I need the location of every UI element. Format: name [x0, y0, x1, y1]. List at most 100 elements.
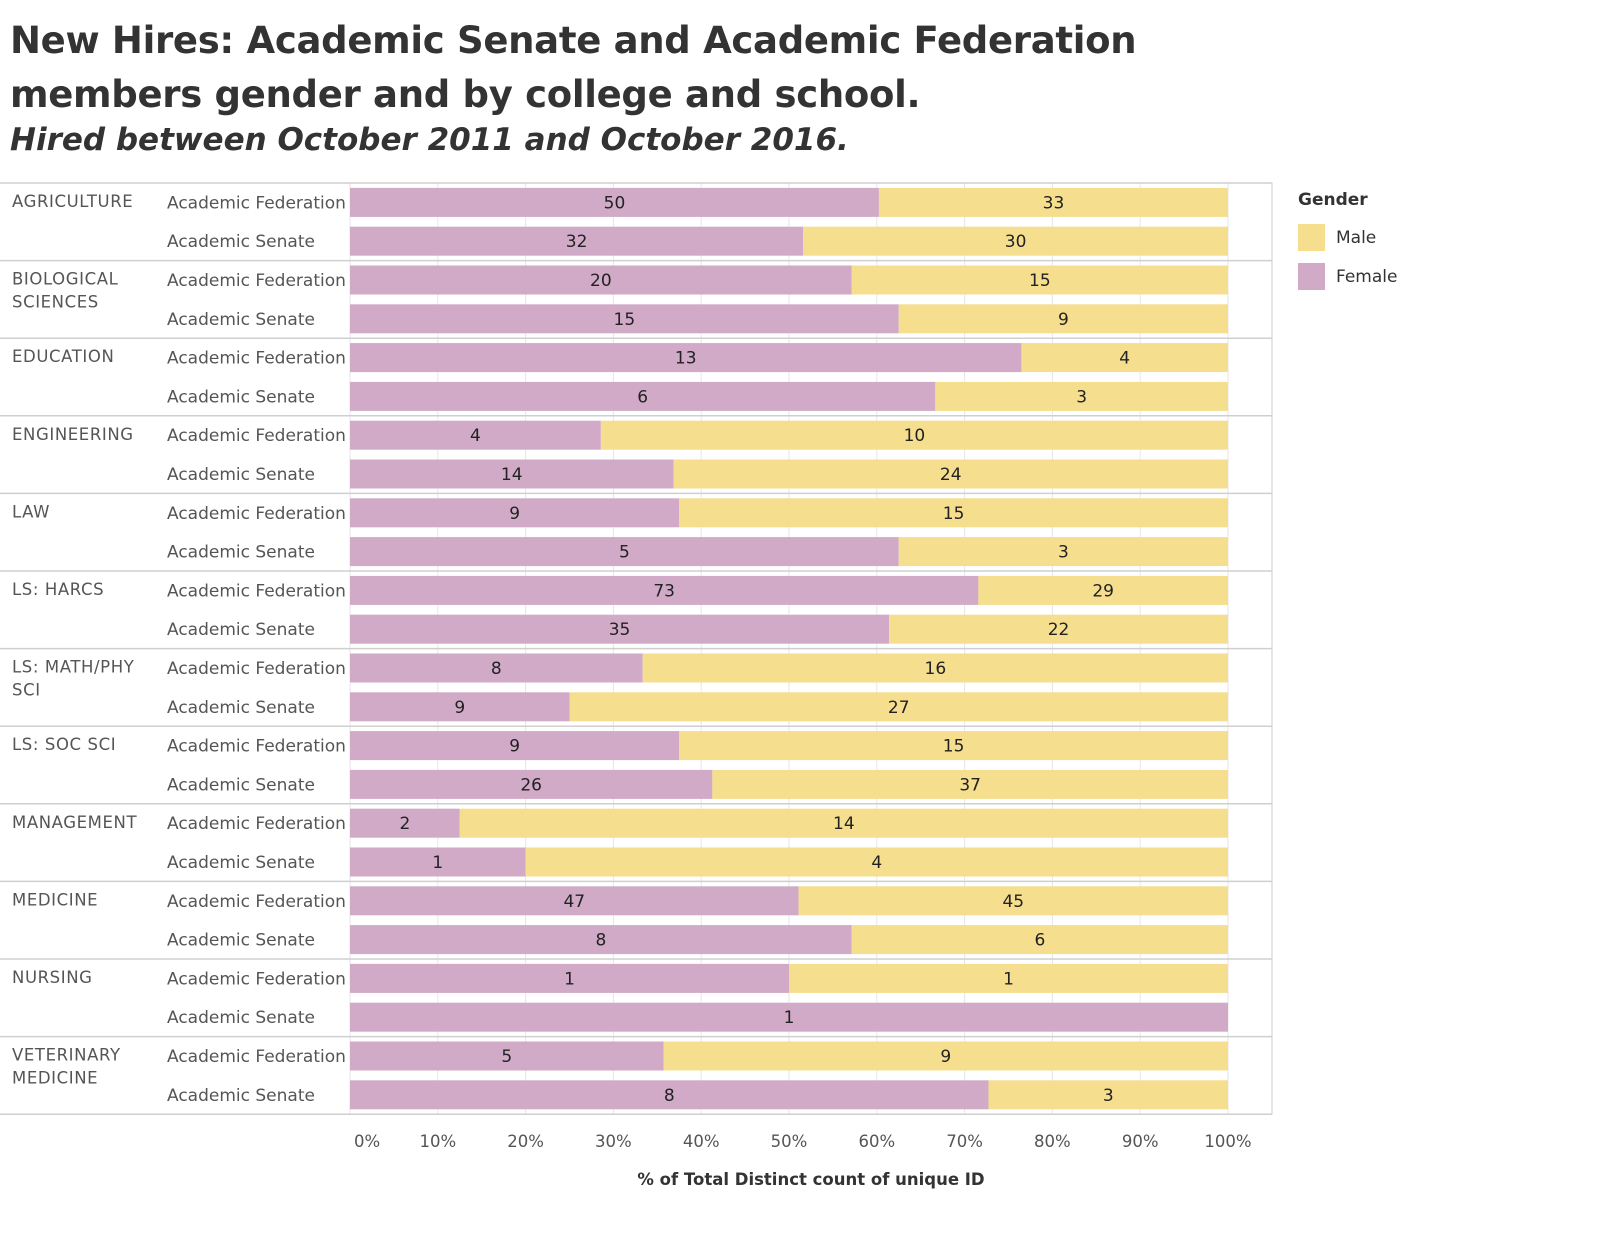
bar-male	[803, 226, 1228, 256]
college-label: VETERINARY	[12, 1046, 121, 1065]
x-tick-label: 0%	[354, 1132, 380, 1151]
data-label-male: 22	[1048, 620, 1070, 640]
bar-male	[1021, 343, 1228, 373]
x-tick-label: 10%	[419, 1132, 456, 1151]
data-label-female: 13	[675, 349, 697, 369]
bar-male	[459, 808, 1228, 838]
bar-male	[889, 614, 1228, 644]
row-label: Academic Federation	[167, 814, 346, 834]
legend-item-female[interactable]: Female	[1298, 257, 1397, 296]
college-label: SCIENCES	[12, 293, 99, 312]
bar-female	[350, 265, 852, 295]
bar-male	[789, 963, 1228, 993]
data-label-female: 9	[509, 504, 520, 524]
bar-female	[350, 304, 899, 334]
college-label: LS: HARCS	[12, 580, 104, 599]
data-label-female: 73	[653, 581, 675, 601]
college-label: NURSING	[12, 968, 93, 987]
legend-swatch-male	[1298, 224, 1325, 251]
bar-female	[350, 459, 674, 489]
row-label: Academic Federation	[167, 426, 346, 446]
bar-female	[350, 653, 643, 683]
data-label-female: 9	[509, 737, 520, 757]
bar-female	[350, 963, 789, 993]
row-label: Academic Federation	[167, 1047, 346, 1067]
row-label: Academic Federation	[167, 892, 346, 912]
college-label: MEDICINE	[12, 1069, 98, 1088]
data-label-male: 45	[1002, 892, 1024, 912]
data-label-male: 3	[1058, 543, 1069, 563]
bar-female	[350, 1080, 989, 1110]
legend-label-female: Female	[1336, 266, 1398, 287]
bar-male	[935, 381, 1228, 411]
row-label: Academic Senate	[167, 698, 315, 718]
college-label: BIOLOGICAL	[12, 270, 119, 289]
data-label-male: 29	[1092, 581, 1114, 601]
data-label-male: 4	[871, 853, 882, 873]
bar-female	[350, 226, 804, 256]
bar-female	[350, 537, 899, 567]
data-label-male: 33	[1043, 193, 1065, 213]
college-label: MEDICINE	[12, 890, 98, 909]
data-label-female: 9	[454, 698, 465, 718]
bar-female	[350, 847, 526, 877]
row-label: Academic Senate	[167, 1008, 315, 1028]
row-label: Academic Senate	[167, 465, 315, 485]
data-label-female: 8	[595, 931, 606, 951]
legend: Gender Male Female	[1298, 190, 1397, 296]
data-label-male: 24	[940, 465, 962, 485]
data-label-female: 6	[637, 387, 648, 407]
stacked-bar-chart: AGRICULTURE Academic Federation 50 33Academ…	[0, 182, 1273, 1189]
row-label: Academic Senate	[167, 931, 315, 951]
data-label-female: 20	[590, 271, 612, 291]
data-label-female: 1	[564, 969, 575, 989]
bar-male	[525, 847, 1228, 877]
bar-female	[350, 925, 852, 955]
data-label-female: 14	[501, 465, 523, 485]
college-label: LS: MATH/PHY	[12, 658, 135, 677]
data-label-female: 26	[520, 775, 542, 795]
data-label-male: 3	[1103, 1086, 1114, 1106]
bar-female	[350, 343, 1022, 373]
legend-item-male[interactable]: Male	[1298, 218, 1397, 257]
data-label-female: 8	[664, 1086, 675, 1106]
bar-male	[673, 459, 1228, 489]
x-tick-label: 40%	[683, 1132, 720, 1151]
row-label: Academic Senate	[167, 620, 315, 640]
bar-female	[350, 886, 799, 916]
bar-male	[712, 769, 1228, 799]
bar-male	[663, 1041, 1228, 1071]
college-label: SCI	[12, 681, 41, 700]
x-tick-label: 100%	[1204, 1132, 1251, 1151]
data-label-male: 16	[925, 659, 947, 679]
bar-male	[898, 304, 1228, 334]
row-label: Academic Federation	[167, 271, 346, 291]
row-label: Academic Senate	[167, 1086, 315, 1106]
data-label-male: 15	[1029, 271, 1051, 291]
data-label-male: 6	[1034, 931, 1045, 951]
data-label-female: 1	[432, 853, 443, 873]
row-label: Academic Federation	[167, 659, 346, 679]
data-label-male: 27	[888, 698, 910, 718]
row-label: Academic Senate	[167, 775, 315, 795]
data-label-male: 1	[1003, 969, 1014, 989]
data-label-female: 35	[609, 620, 631, 640]
x-tick-label: 90%	[1122, 1132, 1159, 1151]
data-label-male: 14	[833, 814, 855, 834]
bar-female	[350, 498, 680, 528]
college-label: EDUCATION	[12, 347, 114, 366]
data-label-male: 4	[1119, 349, 1130, 369]
college-label: ENGINEERING	[12, 425, 134, 444]
data-label-female: 32	[566, 232, 588, 252]
data-label-female: 50	[604, 193, 626, 213]
data-label-female: 2	[399, 814, 410, 834]
bar-male	[851, 265, 1228, 295]
bar-female	[350, 614, 890, 644]
bar-male	[798, 886, 1228, 916]
college-label: MANAGEMENT	[12, 813, 137, 832]
data-label-male: 15	[943, 737, 965, 757]
college-label: AGRICULTURE	[12, 192, 133, 211]
x-tick-label: 80%	[1034, 1132, 1071, 1151]
row-label: Academic Senate	[167, 853, 315, 873]
data-label-male: 30	[1005, 232, 1027, 252]
